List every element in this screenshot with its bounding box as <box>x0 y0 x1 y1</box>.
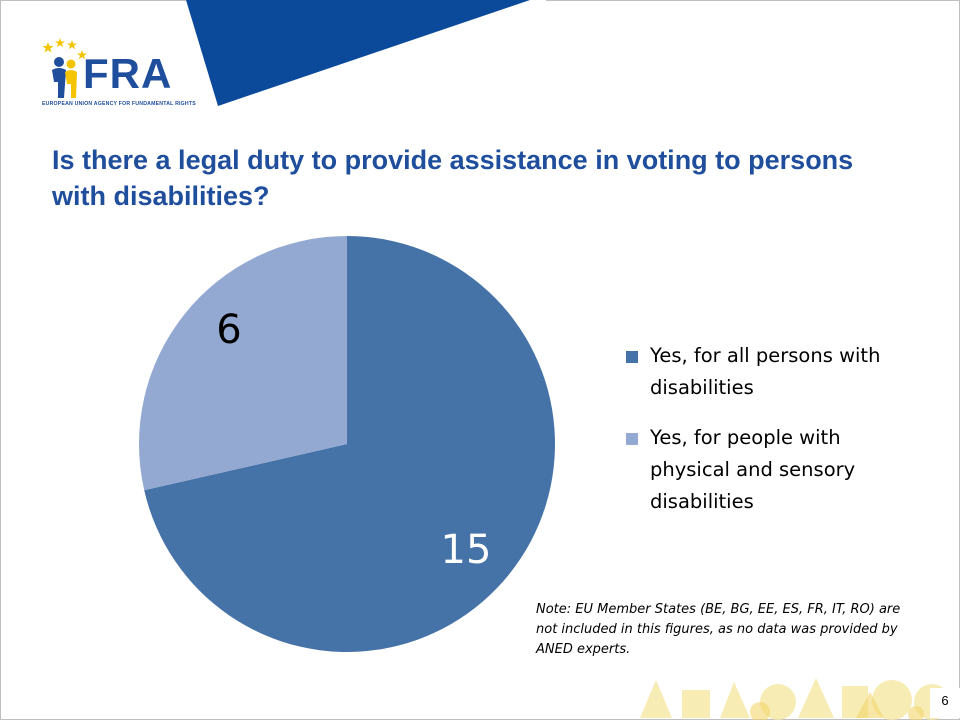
pie-slice-physical <box>139 236 347 491</box>
legend-swatch-all <box>626 351 638 363</box>
chart-title: Is there a legal duty to provide assista… <box>52 145 854 211</box>
pie-data-label-physical: 6 <box>216 307 241 353</box>
page-number: 6 <box>930 688 960 718</box>
legend-swatch-physical <box>626 433 638 445</box>
fra-logo <box>38 38 208 112</box>
chart-legend: Yes, for all persons with disabilities Y… <box>626 340 926 536</box>
pie-data-label-all: 15 <box>441 527 492 573</box>
fra-logo-mark <box>42 38 87 98</box>
decorative-shapes <box>640 678 950 720</box>
top-band-dark <box>186 0 530 106</box>
pie-slice-all <box>144 236 555 652</box>
legend-item-all: Yes, for all persons with disabilities <box>626 340 926 404</box>
legend-item-physical: Yes, for people with physical and sensor… <box>626 422 926 518</box>
top-band <box>186 0 546 106</box>
legend-label-all: Yes, for all persons with disabilities <box>650 344 881 399</box>
chart-note: Note: EU Member States (BE, BG, EE, ES, … <box>536 602 901 657</box>
logo-subtext: EUROPEAN UNION AGENCY FOR FUNDAMENTAL RI… <box>42 101 196 107</box>
legend-label-physical: Yes, for people with physical and sensor… <box>650 426 856 513</box>
logo-text: FRA <box>83 50 173 97</box>
